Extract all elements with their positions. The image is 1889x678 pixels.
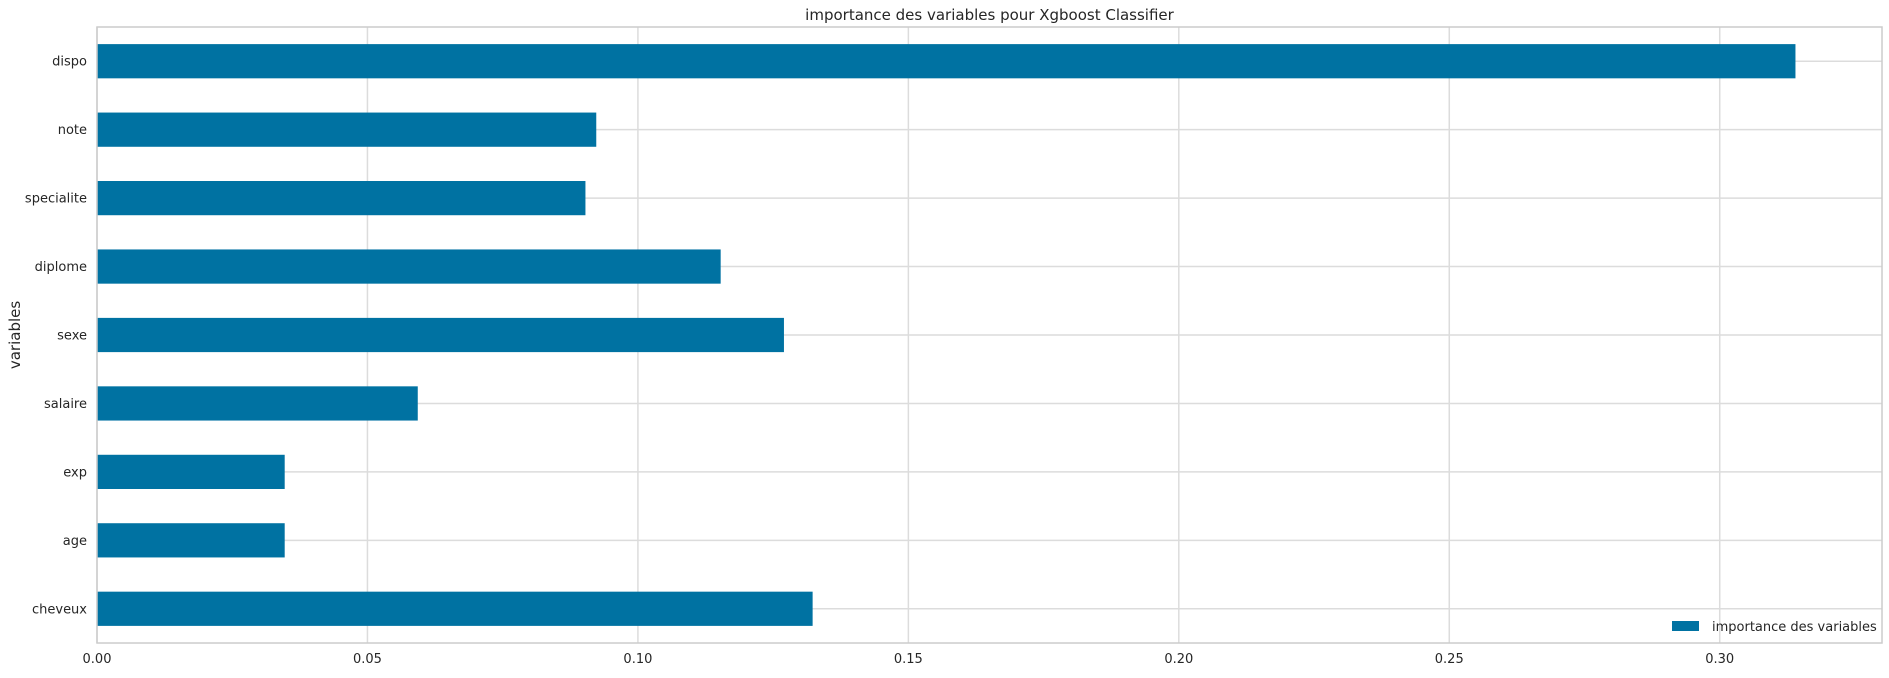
- bar-age: [97, 523, 285, 558]
- x-tick-label: 0.15: [894, 652, 923, 667]
- chart-title: importance des variables pour Xgboost Cl…: [805, 6, 1174, 24]
- bar-exp: [97, 454, 285, 489]
- y-tick-label: specialite: [25, 192, 87, 207]
- legend-swatch: [1672, 621, 1699, 631]
- x-tick-label: 0.10: [623, 652, 652, 667]
- bar-note: [97, 112, 597, 147]
- tick-labels: 0.00 0.05 0.10 0.15 0.20 0.25 0.30 cheveux age ex…: [25, 55, 1734, 667]
- x-tick-label: 0.20: [1164, 652, 1193, 667]
- legend: importance des variables: [1672, 620, 1877, 635]
- bar-specialite: [97, 181, 586, 216]
- plot-frame: [96, 26, 1883, 644]
- y-tick-label: exp: [63, 465, 87, 480]
- legend-label: importance des variables: [1712, 620, 1877, 635]
- plot-area-border: [96, 26, 1883, 644]
- y-tick-label: sexe: [57, 329, 87, 344]
- bar-dispo: [97, 44, 1796, 79]
- y-axis-label: variables: [6, 301, 24, 370]
- x-tick-label: 0.05: [353, 652, 382, 667]
- y-tick-label: diplome: [35, 260, 87, 275]
- x-tick-label: 0.30: [1705, 652, 1734, 667]
- y-tick-label: age: [63, 534, 87, 549]
- y-tick-label: dispo: [52, 55, 87, 70]
- bar-cheveux: [97, 591, 813, 626]
- x-tick-label: 0.25: [1435, 652, 1464, 667]
- y-tick-label: cheveux: [32, 602, 87, 617]
- bar-diplome: [97, 249, 721, 284]
- y-tick-label: salaire: [44, 397, 87, 412]
- bar-salaire: [97, 386, 418, 421]
- bars-layer: [97, 44, 1796, 626]
- x-tick-label: 0.00: [83, 652, 112, 667]
- y-tick-label: note: [58, 123, 87, 138]
- bar-sexe: [97, 317, 784, 353]
